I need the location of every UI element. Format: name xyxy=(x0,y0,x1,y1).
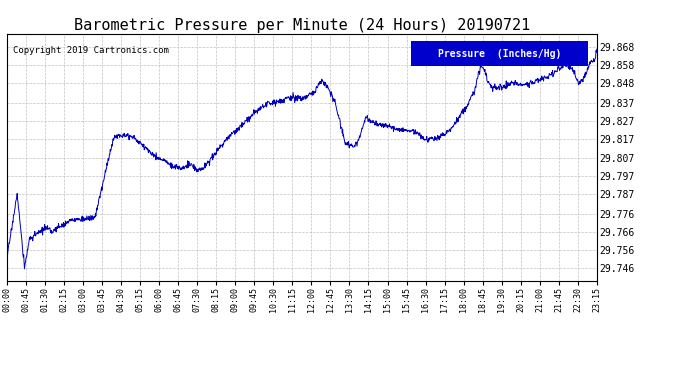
Title: Barometric Pressure per Minute (24 Hours) 20190721: Barometric Pressure per Minute (24 Hours… xyxy=(74,18,530,33)
Text: Copyright 2019 Cartronics.com: Copyright 2019 Cartronics.com xyxy=(13,46,168,55)
